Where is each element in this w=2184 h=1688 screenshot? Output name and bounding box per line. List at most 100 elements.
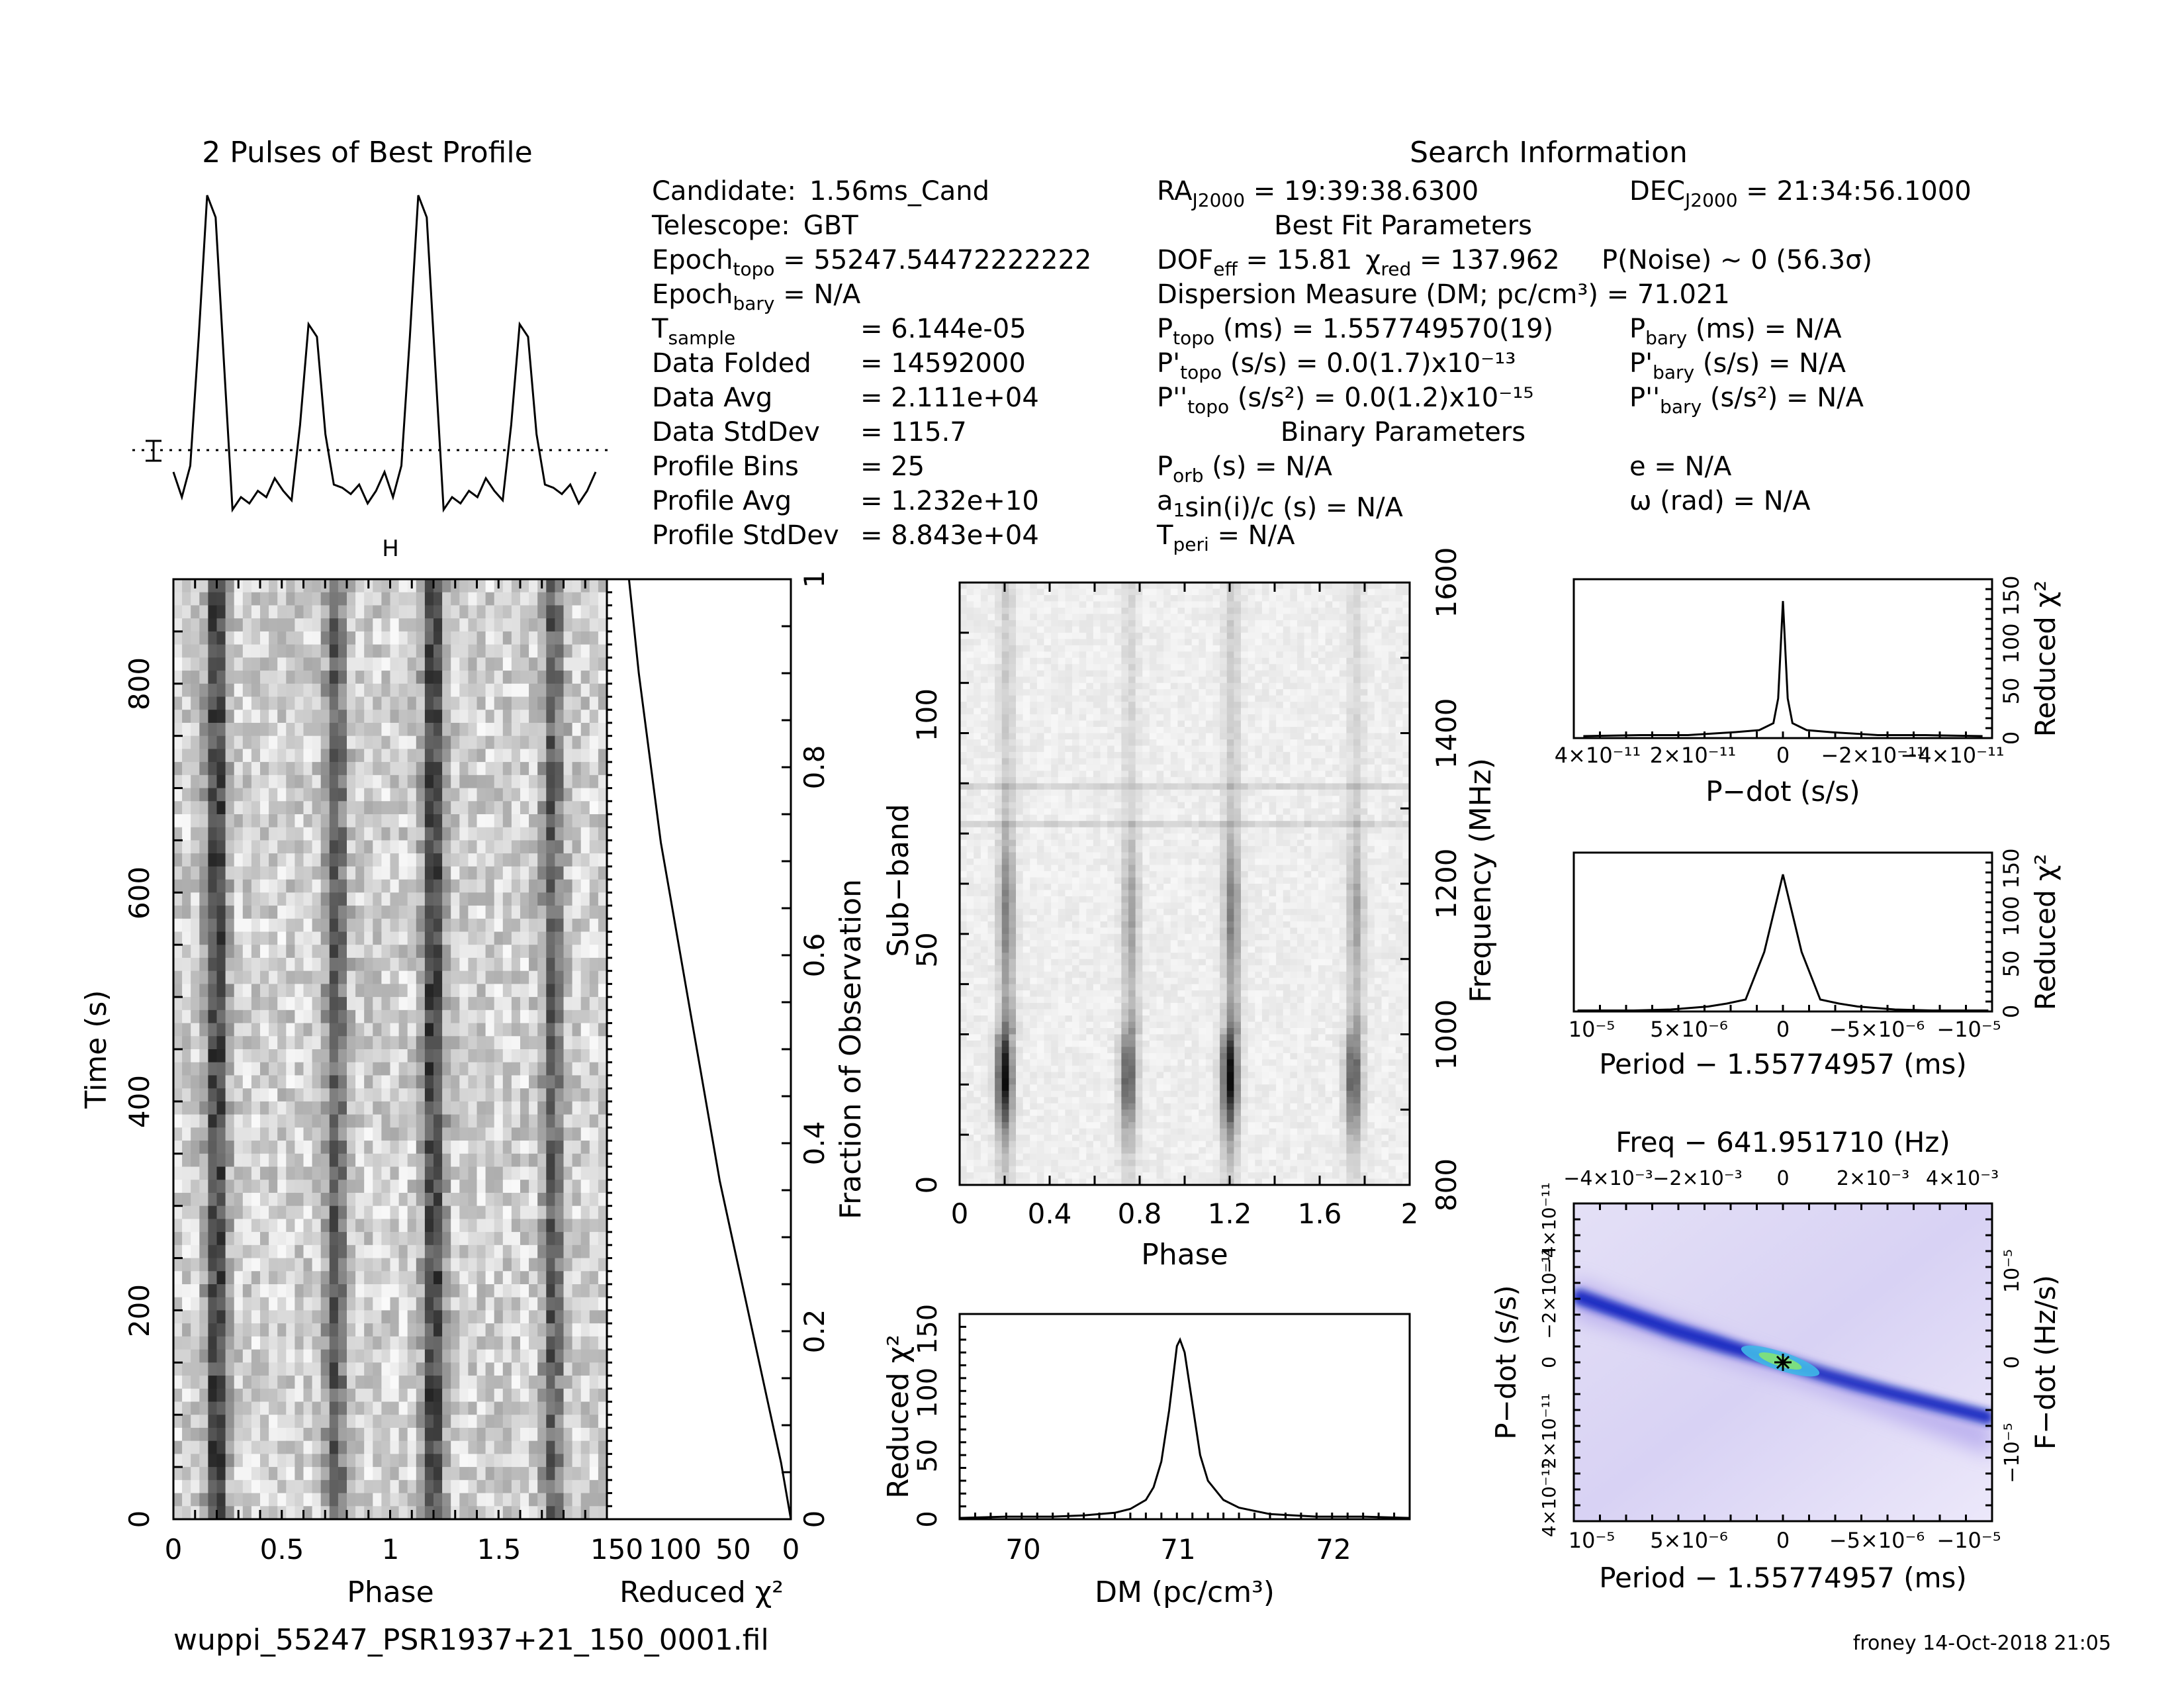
heatmap-cell — [295, 879, 304, 893]
heatmap-cell — [598, 657, 608, 671]
heatmap-cell — [1261, 670, 1270, 677]
heatmap-cell — [555, 957, 565, 972]
heatmap-cell — [407, 1166, 417, 1180]
heatmap-cell — [1283, 588, 1291, 596]
heatmap-cell — [451, 1297, 460, 1311]
heatmap-cell — [312, 1101, 322, 1115]
heatmap-cell — [451, 1088, 460, 1102]
heatmap-cell — [1212, 607, 1220, 614]
heatmap-cell — [546, 827, 555, 841]
heatmap-cell — [355, 984, 365, 998]
heatmap-cell — [1304, 614, 1312, 621]
heatmap-cell — [546, 1009, 555, 1024]
heatmap-cell — [295, 1506, 304, 1520]
heatmap-cell — [1051, 594, 1059, 602]
heatmap-cell — [373, 696, 382, 710]
heatmap-cell — [520, 710, 529, 724]
heatmap-cell — [407, 1258, 417, 1272]
chi2-time-ticks — [607, 578, 791, 1521]
heatmap-cell — [424, 1336, 434, 1350]
heatmap-cell — [1044, 607, 1052, 614]
heatmap-cell — [966, 664, 974, 671]
heatmap-cell — [966, 620, 974, 627]
heatmap-cell — [312, 1088, 322, 1102]
heatmap-cell — [234, 1271, 244, 1285]
heatmap-cell — [1001, 645, 1009, 652]
heatmap-cell — [1199, 682, 1206, 690]
heatmap-cell — [312, 957, 322, 972]
heatmap-cell — [1212, 583, 1220, 590]
heatmap-cell — [529, 1415, 538, 1429]
heatmap-cell — [1149, 594, 1158, 602]
heatmap-cell — [451, 1009, 460, 1024]
heatmap-cell — [1177, 614, 1185, 621]
heatmap-cell — [277, 892, 287, 906]
heatmap-cell — [260, 801, 269, 815]
heatmap-cell — [355, 840, 365, 854]
heatmap-cell — [208, 605, 218, 619]
heatmap-cell — [347, 801, 356, 815]
heatmap-cell — [1388, 614, 1396, 621]
heatmap-cell — [1036, 677, 1045, 684]
heatmap-cell — [407, 1401, 417, 1415]
heatmap-cell — [966, 626, 974, 633]
heatmap-cell — [234, 762, 244, 776]
heatmap-cell — [1241, 682, 1249, 690]
heatmap-cell — [347, 1427, 356, 1442]
heatmap-cell — [1107, 601, 1115, 608]
heatmap-cell — [338, 631, 347, 645]
heatmap-cell — [242, 1114, 252, 1128]
heatmap-cell — [1255, 639, 1263, 646]
heatmap-cell — [251, 605, 261, 619]
heatmap-cell — [347, 970, 356, 984]
heatmap-cell — [1241, 657, 1249, 665]
heatmap-cell — [1016, 588, 1024, 596]
heatmap-cell — [520, 918, 529, 933]
heatmap-cell — [520, 1023, 529, 1037]
heatmap-cell — [1261, 664, 1270, 671]
heatmap-cell — [269, 1479, 278, 1494]
heatmap-cell — [364, 1349, 373, 1363]
heatmap-cell — [966, 645, 974, 652]
heatmap-cell — [537, 605, 547, 619]
heatmap-cell — [225, 671, 235, 684]
heatmap-cell — [546, 1401, 555, 1415]
heatmap-cell — [347, 1062, 356, 1076]
heatmap-cell — [216, 1180, 226, 1194]
heatmap-cell — [1016, 639, 1024, 646]
heatmap-cell — [1220, 583, 1228, 590]
heatmap-cell — [1114, 664, 1122, 671]
heatmap-cell — [424, 762, 434, 776]
heatmap-cell — [364, 644, 373, 658]
heatmap-cell — [1030, 664, 1038, 671]
heatmap-cell — [1360, 689, 1368, 696]
heatmap-cell — [563, 827, 573, 841]
heatmap-cell — [251, 892, 261, 906]
heatmap-cell — [1093, 594, 1101, 602]
heatmap-cell — [1185, 632, 1193, 639]
heatmap-cell — [485, 866, 495, 880]
heatmap-cell — [355, 1244, 365, 1259]
heatmap-cell — [286, 1493, 295, 1507]
heatmap-cell — [459, 814, 469, 828]
heatmap-cell — [338, 1075, 347, 1089]
heatmap-cell — [502, 1180, 512, 1194]
heatmap-cell — [468, 1023, 478, 1037]
heatmap-cell — [555, 618, 565, 632]
heatmap-cell — [260, 1127, 269, 1141]
heatmap-cell — [546, 879, 555, 893]
heatmap-cell — [1311, 601, 1319, 608]
heatmap-cell — [546, 592, 555, 606]
heatmap-cell — [494, 735, 504, 749]
heatmap-cell — [494, 1127, 504, 1141]
heatmap-cell — [225, 683, 235, 698]
heatmap-cell — [1142, 670, 1150, 677]
heatmap-cell — [1332, 639, 1340, 646]
heatmap-cell — [373, 631, 382, 645]
heatmap-cell — [589, 1493, 599, 1507]
heatmap-cell — [1121, 689, 1129, 696]
heatmap-cell — [580, 1427, 590, 1442]
heatmap-cell — [407, 1036, 417, 1050]
heatmap-cell — [355, 801, 365, 815]
heatmap-cell — [234, 644, 244, 658]
